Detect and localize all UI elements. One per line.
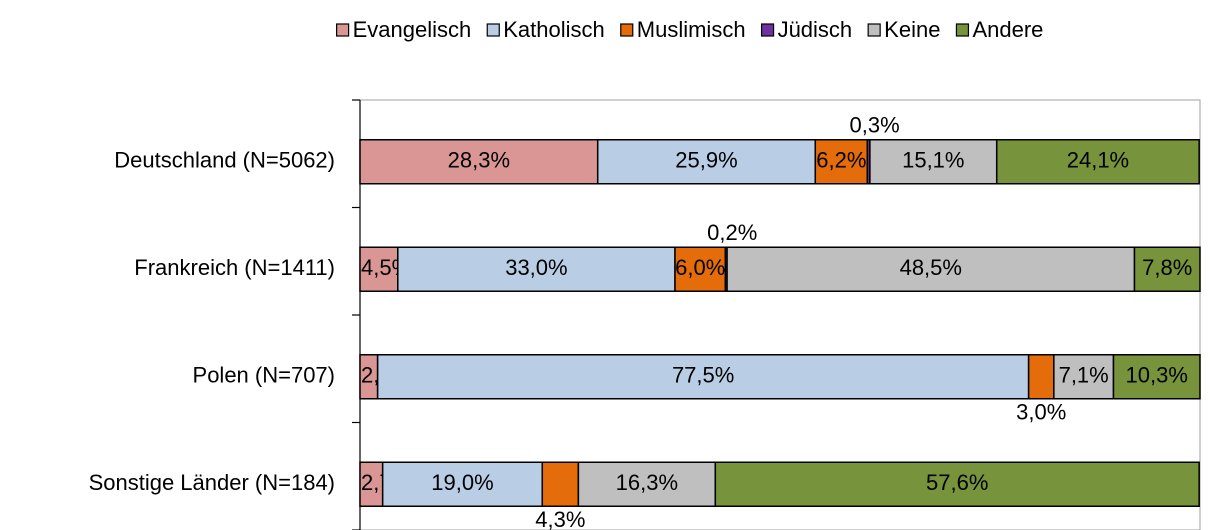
legend-label: Andere	[972, 17, 1043, 42]
value-label: 3,0%	[1016, 400, 1066, 425]
bar-segment	[577, 461, 717, 507]
bar-segment	[1053, 354, 1115, 400]
value-label: 28,3%	[448, 148, 510, 173]
bar-segment	[376, 354, 1030, 400]
bar-segment	[1112, 354, 1201, 400]
value-label: 7,1%	[1059, 363, 1109, 388]
value-label: 33,0%	[505, 255, 567, 280]
value-label: 77,5%	[672, 363, 734, 388]
category-label: Frankreich (N=1411)	[134, 255, 335, 280]
bar-segment	[359, 246, 399, 292]
bar-segment	[995, 139, 1200, 185]
legend-label: Keine	[884, 17, 940, 42]
legend-swatch	[336, 23, 350, 37]
legend-swatch	[620, 23, 634, 37]
bar-segment	[1027, 354, 1055, 400]
legend-label: Muslimisch	[637, 17, 746, 42]
value-label: 19,0%	[431, 470, 493, 495]
category-label: Polen (N=707)	[193, 363, 335, 388]
value-label: 57,6%	[926, 470, 988, 495]
value-label: 6,0%	[675, 255, 725, 280]
value-label: 15,1%	[902, 148, 964, 173]
legend-swatch	[955, 23, 970, 37]
value-label: 7,8%	[1142, 255, 1192, 280]
legend-label: Jüdisch	[778, 17, 853, 42]
category-label: Sonstige Länder (N=184)	[89, 470, 335, 495]
legend-label: Evangelisch	[353, 17, 472, 42]
value-label: 48,5%	[900, 255, 962, 280]
bar-segment	[1133, 246, 1201, 292]
value-label: 4,3%	[535, 507, 585, 530]
bar-segment	[869, 139, 998, 185]
bar-segment	[359, 139, 599, 185]
legend-label: Katholisch	[503, 17, 605, 42]
value-label: 6,2%	[816, 148, 866, 173]
legend-swatch	[760, 23, 775, 37]
bar-segment	[714, 461, 1200, 507]
value-label: 0,3%	[850, 113, 900, 138]
legend-swatch	[486, 23, 500, 37]
bar-segment	[397, 246, 676, 292]
bar-segment	[541, 461, 580, 507]
value-label: 25,9%	[675, 148, 737, 173]
value-label: 0,2%	[707, 220, 757, 245]
legend-swatch	[867, 23, 881, 37]
category-label: Deutschland (N=5062)	[114, 148, 335, 173]
value-label: 10,3%	[1126, 363, 1188, 388]
value-label: 16,3%	[616, 470, 678, 495]
value-label: 24,1%	[1067, 148, 1129, 173]
bar-segment	[674, 246, 727, 292]
